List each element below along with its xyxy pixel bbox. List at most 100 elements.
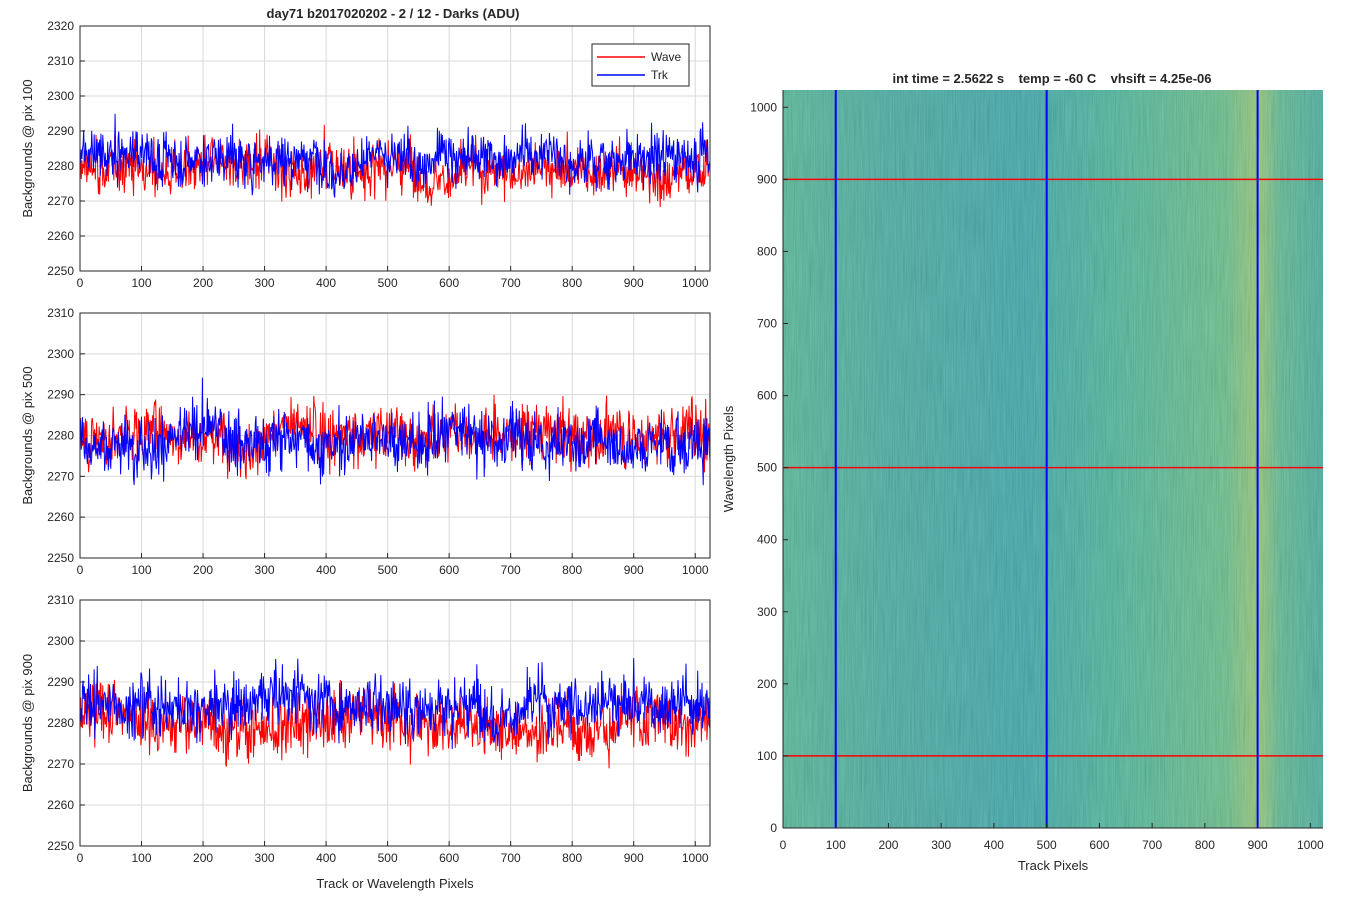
series-line-trk [79, 113, 711, 198]
y-tick-label: 2290 [47, 675, 74, 689]
x-tick-label: 0 [77, 563, 84, 577]
y-tick-label: 2270 [47, 469, 74, 483]
left-figure-title: day71 b2017020202 - 2 / 12 - Darks (ADU) [267, 6, 520, 21]
y-tick-label: 2250 [47, 551, 74, 565]
x-tick-label: 600 [1089, 838, 1109, 852]
x-tick-label: 500 [378, 563, 398, 577]
x-tick-label: 400 [316, 276, 336, 290]
y-tick-label: 2310 [47, 54, 74, 68]
x-tick-label: 0 [77, 851, 84, 865]
x-tick-label: 1000 [1297, 838, 1324, 852]
legend-box [591, 43, 690, 87]
x-tick-label: 700 [501, 276, 521, 290]
y-tick-label: 300 [757, 605, 777, 619]
x-tick-label: 800 [1195, 838, 1215, 852]
y-axis-label: Backgrounds @ pix 500 [20, 366, 35, 504]
x-tick-label: 300 [255, 563, 275, 577]
x-tick-label: 900 [624, 276, 644, 290]
y-tick-label: 2260 [47, 798, 74, 812]
series-line-trk [79, 658, 711, 750]
x-tick-label: 100 [132, 851, 152, 865]
y-tick-label: 2270 [47, 757, 74, 771]
y-tick-label: 200 [757, 677, 777, 691]
x-tick-label: 200 [193, 563, 213, 577]
x-tick-label: 500 [1037, 838, 1057, 852]
y-tick-label: 900 [757, 172, 777, 186]
x-tick-label: 1000 [682, 851, 709, 865]
y-tick-label: 2310 [47, 306, 74, 320]
y-axis-label: Backgrounds @ pix 100 [20, 79, 35, 217]
x-tick-label: 200 [193, 851, 213, 865]
x-tick-label: 800 [562, 276, 582, 290]
x-tick-label: 600 [439, 563, 459, 577]
axes-frame [79, 599, 711, 847]
x-tick-label: 700 [501, 851, 521, 865]
line-chart-pix-900: 0 100 200 300 400 500 600 700 800 900 1000 2250 2260… [20, 593, 711, 891]
x-tick-label: 1000 [682, 563, 709, 577]
y-tick-label: 0 [770, 821, 777, 835]
x-tick-label: 0 [780, 838, 787, 852]
legend-wave-label: Wave [651, 50, 682, 64]
y-tick-label: 500 [757, 461, 777, 475]
legend-trk-label: Trk [651, 68, 669, 82]
y-tick-label: 100 [757, 749, 777, 763]
x-tick-label: 400 [316, 851, 336, 865]
x-tick-label: 900 [624, 851, 644, 865]
y-axis-label: Backgrounds @ pix 900 [20, 654, 35, 792]
y-tick-label: 2270 [47, 194, 74, 208]
y-tick-label: 2320 [47, 19, 74, 33]
y-tick-label: 2290 [47, 388, 74, 402]
x-axis-label: Track Pixels [1018, 858, 1089, 873]
x-tick-label: 800 [562, 851, 582, 865]
y-tick-label: 2310 [47, 593, 74, 607]
x-tick-label: 900 [624, 563, 644, 577]
axes-frame [79, 312, 711, 559]
y-tick-label: 800 [757, 244, 777, 258]
y-tick-label: 2300 [47, 347, 74, 361]
x-axis-label: Track or Wavelength Pixels [316, 876, 474, 891]
y-tick-label: 2260 [47, 229, 74, 243]
y-tick-label: 700 [757, 317, 777, 331]
x-tick-label: 600 [439, 851, 459, 865]
x-tick-label: 400 [984, 838, 1004, 852]
heatmap-noise [783, 90, 1323, 828]
y-tick-label: 600 [757, 389, 777, 403]
legend: Wave Trk [591, 43, 690, 87]
y-tick-label: 2290 [47, 124, 74, 138]
y-tick-label: 2280 [47, 159, 74, 173]
series-line-wave [79, 124, 711, 208]
x-tick-label: 900 [1248, 838, 1268, 852]
y-tick-label: 400 [757, 533, 777, 547]
y-tick-label: 1000 [750, 100, 777, 114]
x-tick-label: 700 [1142, 838, 1162, 852]
x-tick-label: 700 [501, 563, 521, 577]
x-tick-label: 100 [826, 838, 846, 852]
y-axis-label: Wavelength Pixels [721, 405, 736, 512]
x-tick-label: 800 [562, 563, 582, 577]
x-tick-label: 300 [255, 851, 275, 865]
series-line-wave [79, 394, 711, 480]
x-tick-label: 600 [439, 276, 459, 290]
series-line-trk [79, 377, 711, 486]
x-tick-label: 300 [931, 838, 951, 852]
x-tick-label: 100 [132, 563, 152, 577]
heatmap-title: int time = 2.5622 s temp = -60 C vhsift … [892, 71, 1211, 86]
x-tick-label: 200 [193, 276, 213, 290]
y-tick-label: 2250 [47, 264, 74, 278]
y-tick-label: 2280 [47, 716, 74, 730]
y-tick-label: 2300 [47, 634, 74, 648]
x-tick-label: 0 [77, 276, 84, 290]
y-tick-label: 2260 [47, 510, 74, 524]
x-tick-label: 1000 [682, 276, 709, 290]
heatmap-panel: 0 100 200 300 400 500 600 700 800 900 1000 0 100 200 3… [721, 90, 1324, 873]
x-tick-label: 300 [255, 276, 275, 290]
y-tick-label: 2280 [47, 429, 74, 443]
y-tick-label: 2250 [47, 839, 74, 853]
y-tick-label: 2300 [47, 89, 74, 103]
x-tick-label: 500 [378, 851, 398, 865]
x-tick-label: 500 [378, 276, 398, 290]
x-tick-label: 200 [878, 838, 898, 852]
x-tick-label: 400 [316, 563, 336, 577]
axes-frame [79, 25, 711, 272]
